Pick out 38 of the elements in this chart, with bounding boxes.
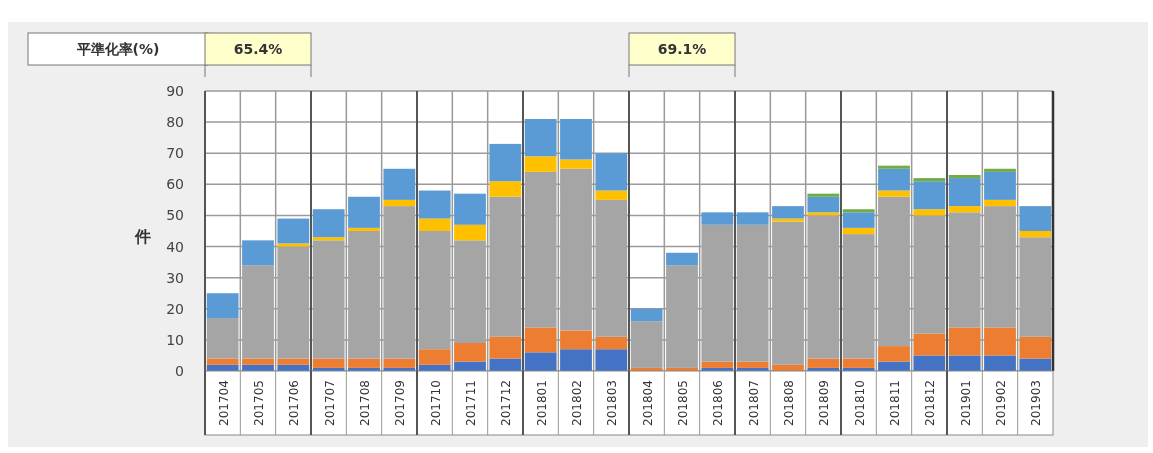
y-tick-label: 70: [166, 145, 184, 162]
x-tick-label: 201801: [534, 380, 549, 426]
x-tick-label: 201709: [393, 380, 408, 426]
y-axis-title: 件: [134, 227, 151, 246]
text: 平準化率(%): [75, 41, 160, 57]
y-tick-label: 30: [166, 269, 184, 286]
y-tick-label: 50: [166, 207, 184, 224]
y-tick-label: 90: [166, 83, 184, 99]
x-tick-label: 201704: [216, 380, 231, 426]
text: 69.1%: [657, 41, 707, 57]
x-tick-label: 201705: [252, 380, 266, 426]
x-tick-label: 201808: [782, 380, 796, 426]
x-tick-label: 201707: [322, 380, 337, 426]
x-tick-label: 201902: [994, 380, 1008, 426]
y-tick-label: 0: [175, 363, 184, 379]
x-tick-label: 201901: [958, 380, 973, 426]
x-tick-label: 201809: [817, 380, 832, 426]
x-tick-label: 201802: [570, 380, 584, 426]
x-tick-label: 201805: [676, 380, 690, 426]
y-tick-label: 80: [166, 114, 184, 131]
x-tick-label: 201806: [711, 380, 726, 426]
x-tick-label: 201708: [358, 380, 372, 426]
x-tick-label: 201712: [499, 380, 514, 426]
x-tick-label: 201812: [923, 380, 938, 426]
y-tick-label: 40: [166, 238, 184, 255]
y-tick-label: 10: [166, 331, 184, 348]
x-tick-label: 201706: [287, 380, 302, 426]
x-tick-label: 201804: [640, 380, 655, 426]
x-tick-label: 201803: [605, 380, 620, 426]
x-tick-label: 201811: [888, 380, 902, 426]
x-tick-label: 201903: [1029, 380, 1044, 426]
y-tick-label: 20: [166, 300, 184, 317]
x-tick-label: 201807: [746, 380, 761, 426]
text: 65.4%: [233, 41, 283, 57]
x-tick-label: 201810: [852, 380, 867, 426]
x-tick-label: 201711: [464, 380, 478, 426]
y-tick-label: 60: [166, 176, 184, 193]
x-tick-label: 201710: [428, 380, 443, 426]
